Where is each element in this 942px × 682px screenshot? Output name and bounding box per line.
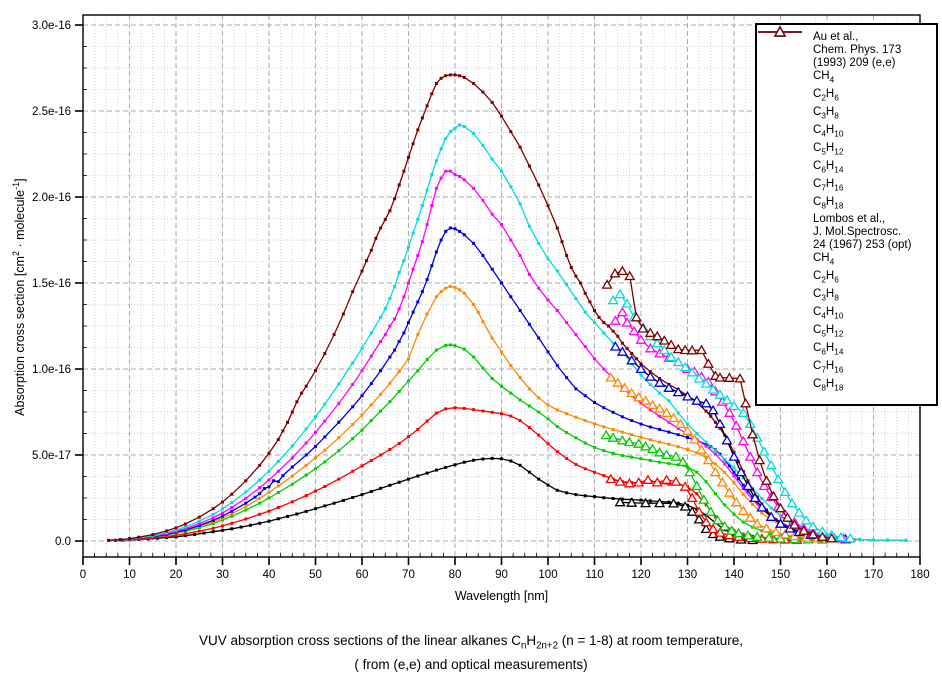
y-tick-label: 2.5e-16 — [32, 106, 71, 118]
legend-item-lombos-c2h6: C2H6 — [758, 25, 932, 288]
x-tick-label: 120 — [631, 569, 650, 581]
legend-item-label: C4H10 — [813, 124, 844, 139]
x-tick-label: 160 — [817, 569, 836, 581]
x-axis-title: Wavelength [nm] — [454, 589, 549, 603]
legend-item-au-c7h16: C7H16 — [758, 30, 932, 195]
legend-item-label: C5H12 — [813, 324, 844, 339]
legend-group-header-0: Au et al., Chem. Phys. 173 (1993) 209 (e,e… — [758, 30, 932, 86]
x-tick-label: 100 — [538, 569, 557, 581]
legend-item-label: C4H10 — [813, 306, 844, 321]
legend-item-label: C8H18 — [813, 196, 844, 211]
series-line-au-c6h14 — [108, 170, 907, 542]
legend-item-label: C8H18 — [813, 378, 844, 393]
legend-item-label: C6H14 — [813, 342, 844, 357]
legend-box: Au et al., Chem. Phys. 173 (1993) 209 (e,e… — [755, 23, 938, 406]
legend-item-au-c2h6: C2H6 — [758, 30, 932, 105]
legend-item-au-c5h12: C5H12 — [758, 30, 932, 159]
y-tick-label: 0.0 — [55, 536, 71, 548]
series-line-au-c3h8 — [108, 344, 846, 542]
legend-item-label: C3H8 — [813, 106, 839, 121]
x-tick-label: 70 — [402, 569, 415, 581]
series-lombos-c5h12 — [609, 341, 852, 544]
legend-item-lombos-c6h14: C6H14 — [758, 25, 932, 360]
axes: 0 10 20 30 40 50 60 70 80 90 100 110 120 130 140 150 160… — [32, 14, 930, 581]
legend-ref-line: Chem. Phys. 173 — [813, 44, 902, 56]
y-tick-label: 1.5e-16 — [32, 278, 71, 290]
caption-line-1: VUV absorption cross sections of the lin… — [199, 633, 743, 652]
legend-item-au-c6h14: C6H14 — [758, 30, 932, 177]
legend-group-header-1: Lombos et al., J. Mol.Spectrosc. 24 (1967)… — [758, 25, 932, 268]
legend-ref-line: J. Mol.Spectrosc. — [813, 226, 902, 239]
legend-item-label: C7H16 — [813, 178, 844, 193]
x-tick-label: 50 — [309, 569, 322, 581]
series-line-au-c5h12 — [108, 227, 846, 542]
x-tick-label: 20 — [170, 569, 183, 581]
x-tick-label: 150 — [771, 569, 790, 581]
legend-item-lombos-c5h12: C5H12 — [758, 25, 932, 342]
x-tick-label: 110 — [585, 569, 603, 581]
x-tick-label: 90 — [495, 569, 508, 581]
series-au-c5h12 — [107, 226, 848, 542]
x-tick-label: 80 — [449, 569, 462, 581]
x-tick-label: 140 — [724, 569, 743, 581]
legend-item-au-c4h10: C4H10 — [758, 30, 932, 141]
x-tick-label: 130 — [678, 569, 697, 581]
legend-sample-lombos-c8h18 — [758, 25, 802, 37]
legend-ref-line: Lombos et al., — [813, 213, 886, 226]
legend-item-lombos-c8h18: C8H18 — [758, 25, 932, 396]
legend-ref-line: 24 (1967) 253 (opt) — [813, 239, 912, 252]
legend-formula: CH4 — [813, 252, 835, 267]
legend-item-au-c3h8: C3H8 — [758, 30, 932, 123]
x-tick-label: 0 — [80, 569, 86, 581]
legend-item-lombos-c7h16: C7H16 — [758, 25, 932, 378]
legend-item-au-c8h18: C8H18 — [758, 30, 932, 213]
legend-formula: CH4 — [813, 70, 835, 85]
legend-item-label: C3H8 — [813, 288, 839, 303]
y-tick-label: 1.0e-16 — [32, 364, 71, 376]
x-tick-label: 30 — [216, 569, 229, 581]
legend-item-label: C6H14 — [813, 160, 844, 175]
y-tick-label: 3.0e-16 — [32, 20, 71, 32]
legend-item-label: C5H12 — [813, 142, 844, 157]
legend-item-label: C2H6 — [813, 270, 839, 285]
x-tick-label: 170 — [864, 569, 883, 581]
legend-ref-line: (1993) 209 (e,e) — [813, 57, 896, 69]
legend-ref-line: Au et al., — [813, 31, 859, 43]
legend-item-label: C2H6 — [813, 88, 839, 103]
series-lombos-c8h18 — [601, 265, 838, 543]
x-tick-label: 60 — [356, 569, 369, 581]
x-tick-label: 180 — [910, 569, 929, 581]
y-axis-title: Absorption cross section [cm2 · molecule… — [10, 178, 28, 416]
caption-line-2: ( from (e,e) and optical measurements) — [354, 657, 588, 672]
legend-item-label: C7H16 — [813, 360, 844, 375]
legend-item-lombos-c3h8: C3H8 — [758, 25, 932, 306]
y-tick-label: 2.0e-16 — [32, 192, 71, 204]
legend-item-lombos-c4h10: C4H10 — [758, 25, 932, 324]
y-tick-label: 5.0e-17 — [32, 450, 71, 462]
series-line-au-c4h10 — [108, 285, 855, 542]
series-au-c3h8 — [107, 343, 848, 542]
x-tick-label: 40 — [263, 569, 276, 581]
series-lombos-c4h10 — [605, 372, 824, 543]
x-tick-label: 10 — [123, 569, 136, 581]
